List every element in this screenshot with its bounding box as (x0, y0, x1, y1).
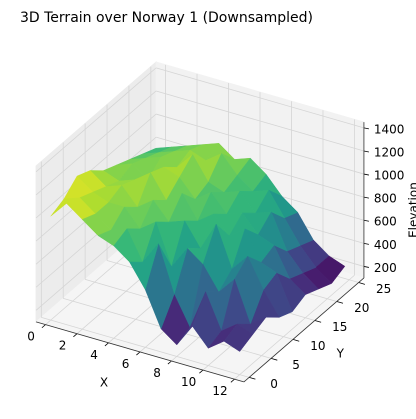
tick-label: 1000 (374, 169, 405, 183)
tick-mark (104, 342, 109, 347)
tick-mark (363, 173, 369, 176)
tick-mark (270, 358, 278, 361)
tick-mark (167, 360, 172, 365)
tick-label: 5 (292, 358, 300, 372)
surface-facet (223, 323, 254, 352)
axis-line (243, 277, 365, 383)
grid-line (155, 67, 365, 129)
grid-line (35, 113, 157, 219)
tick-label: 10 (310, 339, 325, 353)
tick-label: 800 (374, 192, 397, 206)
surface-facet (129, 243, 159, 290)
tick-mark (136, 351, 141, 356)
tick-label: 1200 (374, 145, 405, 159)
x-axis-label: X (100, 376, 108, 390)
tick-label: 20 (354, 301, 369, 315)
tick-mark (363, 196, 369, 199)
tick-label: 15 (332, 320, 347, 334)
tick-label: 2 (59, 339, 67, 353)
tick-mark (230, 378, 235, 383)
tick-mark (363, 219, 369, 222)
tick-label: 6 (122, 357, 130, 371)
tick-label: 600 (374, 215, 397, 229)
tick-mark (73, 333, 78, 338)
tick-mark (199, 369, 204, 374)
tick-label: 400 (374, 238, 397, 252)
tick-label: 0 (270, 377, 278, 391)
tick-mark (292, 339, 300, 342)
tick-mark (41, 324, 46, 329)
tick-label: 25 (376, 282, 391, 296)
tick-mark (363, 242, 369, 245)
tick-mark (363, 127, 369, 130)
tick-label: 8 (153, 366, 161, 380)
tick-mark (336, 301, 344, 304)
tick-label: 200 (374, 261, 397, 275)
tick-label: 12 (212, 384, 227, 398)
tick-mark (363, 150, 369, 153)
grid-line (35, 67, 157, 173)
z-axis-label: Elevation (406, 182, 416, 238)
tick-label: 10 (181, 375, 196, 389)
y-axis-label: Y (336, 346, 345, 360)
chart-title: 3D Terrain over Norway 1 (Downsampled) (20, 10, 313, 26)
grid-line (155, 90, 365, 152)
grid-line (234, 274, 355, 380)
grid-line (35, 90, 157, 196)
tick-label: 4 (90, 348, 98, 362)
grid-line (41, 316, 250, 378)
tick-mark (363, 266, 369, 268)
axis-line (35, 321, 245, 383)
tick-mark (249, 376, 256, 380)
tick-label: 0 (27, 330, 35, 344)
tick-label: 1400 (374, 122, 405, 136)
tick-mark (314, 320, 322, 323)
grid-line (155, 113, 365, 175)
tick-mark (358, 282, 366, 285)
